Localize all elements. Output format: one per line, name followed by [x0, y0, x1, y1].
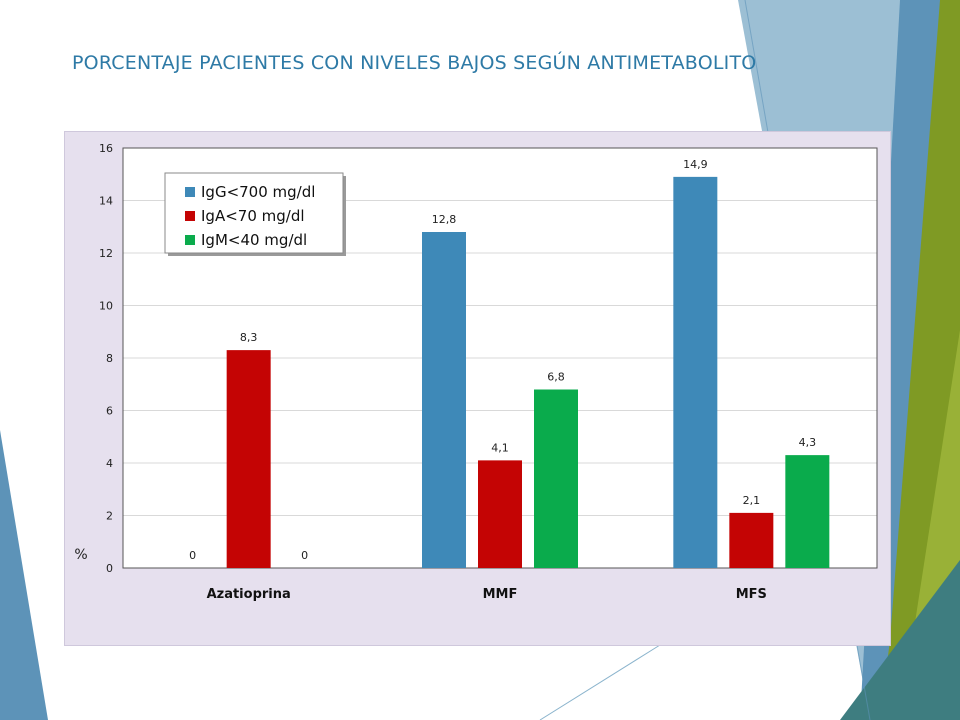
chart-panel: 0 8,3 0 12,8 4,1 6,8 14,9 2,1 4,3 0 2 4 6 8 10 12 14 16 … [64, 131, 891, 646]
bar [785, 455, 830, 568]
legend-swatch [185, 235, 195, 245]
category-labels: Azatioprina MMF MFS [207, 587, 767, 602]
y-tick-label: 2 [106, 510, 113, 523]
bar [534, 389, 578, 568]
decor-line-1 [539, 644, 661, 720]
bars [226, 176, 830, 568]
slide-title: PORCENTAJE PACIENTES CON NIVELES BAJOS S… [72, 52, 757, 74]
bar [729, 512, 774, 568]
y-tick-label: 12 [99, 247, 113, 260]
legend-entry: IgM<40 mg/dl [201, 231, 307, 249]
data-label: 0 [301, 549, 308, 562]
data-label: 8,3 [240, 331, 258, 344]
y-tick-label: 10 [99, 300, 113, 313]
category-label: MMF [483, 587, 518, 602]
y-axis-label: % [74, 547, 87, 563]
data-labels: 0 8,3 0 12,8 4,1 6,8 14,9 2,1 4,3 [189, 158, 816, 562]
category-label: MFS [736, 587, 767, 602]
y-tick-label: 14 [99, 195, 113, 208]
data-label: 12,8 [432, 213, 457, 226]
bar [226, 350, 271, 568]
legend-entry: IgG<700 mg/dl [201, 183, 315, 201]
data-label: 4,1 [491, 441, 509, 454]
y-tick-label: 8 [106, 352, 113, 365]
y-tick-labels: 0 2 4 6 8 10 12 14 16 [99, 142, 113, 575]
data-label: 6,8 [547, 371, 565, 384]
legend-entry: IgA<70 mg/dl [201, 207, 305, 225]
legend-swatch [185, 187, 195, 197]
decor-right-teal [840, 560, 960, 720]
bar [422, 232, 466, 568]
data-label: 0 [189, 549, 196, 562]
y-tick-label: 16 [99, 142, 113, 155]
data-label: 2,1 [743, 494, 761, 507]
y-tick-label: 6 [106, 405, 113, 418]
y-tick-label: 0 [106, 562, 113, 575]
y-tick-label: 4 [106, 457, 113, 470]
legend-swatch [185, 211, 195, 221]
decor-left-blue [0, 430, 48, 720]
data-label: 14,9 [683, 158, 708, 171]
data-label: 4,3 [799, 436, 817, 449]
bar [478, 460, 522, 568]
category-label: Azatioprina [207, 587, 291, 602]
bar [673, 176, 718, 568]
legend: IgG<700 mg/dl IgA<70 mg/dl IgM<40 mg/dl [164, 172, 346, 256]
